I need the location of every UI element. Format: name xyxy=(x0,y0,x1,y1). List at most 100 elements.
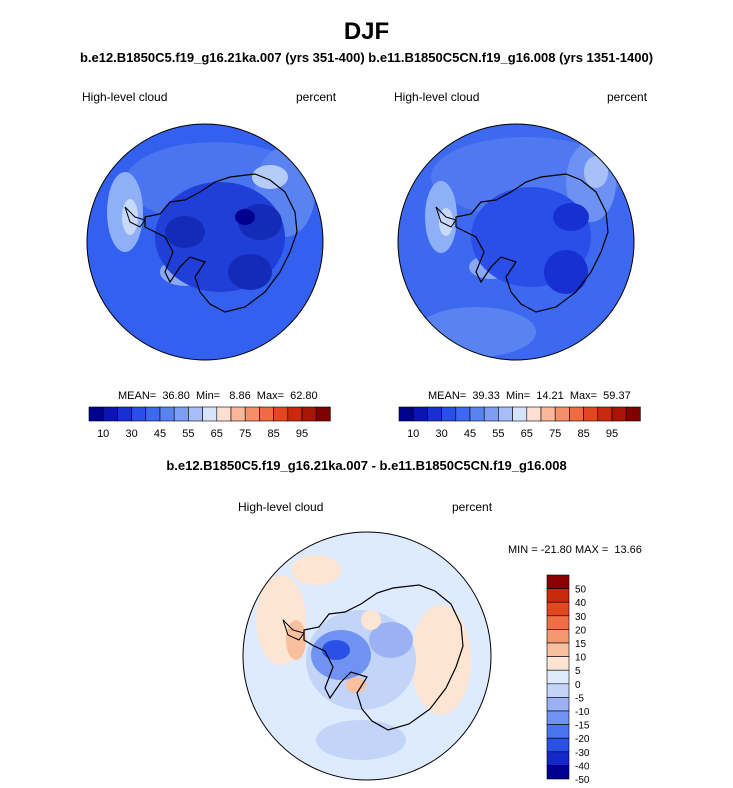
panel3-map xyxy=(242,531,492,781)
panel2-colorbar-swatch xyxy=(441,406,457,422)
panel2-map-border xyxy=(397,123,635,361)
panel1-colorbar-swatch xyxy=(88,406,104,422)
panel3-colorbar-tick-label: -10 xyxy=(575,707,590,718)
panel1-colorbar-swatch xyxy=(117,406,132,422)
panel1-units-label: percent xyxy=(296,90,337,104)
panel3-colorbar-tick-label: 30 xyxy=(575,612,587,623)
panel3-colorbar-tick-label: 50 xyxy=(575,585,587,596)
panel1-colorbar-tick-label: 95 xyxy=(296,428,308,440)
panel3-colorbar-swatch xyxy=(546,697,570,712)
panel3-colorbar-tick-label: -5 xyxy=(575,693,584,704)
panel3-colorbar-swatch xyxy=(546,642,570,657)
panel2-colorbar-tick-label: 55 xyxy=(492,428,504,440)
panel1-colorbar-tick-label: 30 xyxy=(125,428,137,440)
panel2-colorbar-tick-label: 10 xyxy=(407,428,419,440)
panel3-colorbar-swatch xyxy=(546,683,570,698)
panel1-colorbar-swatch xyxy=(287,406,303,422)
panel1-colorbar-swatch xyxy=(202,406,218,422)
panel2-colorbar-tick-label: 75 xyxy=(549,428,561,440)
panel1-colorbar-swatch xyxy=(131,406,147,422)
panel3-colorbar-swatch xyxy=(546,724,570,739)
panel1-map-border xyxy=(86,123,324,361)
panel3-colorbar-swatch xyxy=(546,588,570,603)
panel2-colorbar-swatch xyxy=(625,406,641,422)
panel3-colorbar-swatch xyxy=(546,629,570,644)
panel1-colorbar-tick-label: 45 xyxy=(154,428,166,440)
panel1-colorbar-tick-label: 65 xyxy=(211,428,223,440)
panel2-colorbar-tick-label: 65 xyxy=(521,428,533,440)
panel3-colorbar-swatch xyxy=(546,737,570,753)
panel3-colorbar-swatch xyxy=(546,656,570,671)
panel2-colorbar-swatch xyxy=(611,406,627,422)
panel3-variable-label: High-level cloud xyxy=(238,500,324,514)
panel3-colorbar-tick-label: -15 xyxy=(575,721,590,732)
panel3-colorbar-swatch xyxy=(546,601,570,617)
panel3-colorbar-tick-label: 5 xyxy=(575,666,581,677)
panel1-map xyxy=(86,123,324,361)
panel1-colorbar-swatch xyxy=(188,406,203,422)
panel2-colorbar-swatch xyxy=(526,406,542,422)
panel2-map xyxy=(397,123,635,361)
figure-subtitle: b.e12.B1850C5.f19_g16.21ka.007 (yrs 351-… xyxy=(79,50,654,65)
panel3-colorbar-swatch xyxy=(546,765,570,780)
panel1-colorbar: 10 30 45 55 65 75 85 95 xyxy=(88,406,331,440)
panel1-colorbar-swatch xyxy=(102,406,118,422)
panel1-variable-label: High-level cloud xyxy=(82,90,168,104)
panel1-colorbar-tick-label: 55 xyxy=(182,428,194,440)
panel2-colorbar-swatch xyxy=(569,406,584,422)
panel3-colorbar-tick-label: -30 xyxy=(575,748,590,759)
panel2-colorbar-swatch xyxy=(427,406,442,422)
panel3-colorbar-tick-label: -20 xyxy=(575,734,590,745)
panel3-colorbar-tick-label: 40 xyxy=(575,598,587,609)
panel2-colorbar-swatch xyxy=(483,406,499,422)
panel1-colorbar-swatch xyxy=(273,406,289,422)
panel3-map-border xyxy=(242,531,492,781)
panel1-colorbar-swatch xyxy=(259,406,274,422)
panel1-stats: MEAN= 36.80 Min= 8.86 Max= 62.80 xyxy=(118,390,318,402)
panel2-colorbar-swatch xyxy=(398,406,414,422)
panel2-colorbar-swatch xyxy=(597,406,613,422)
panel2-colorbar-swatch xyxy=(455,406,471,422)
panel3-antarctica-coastline xyxy=(303,584,464,731)
panel2-colorbar-tick-label: 85 xyxy=(577,428,589,440)
panel3-colorbar-tick-label: 15 xyxy=(575,639,587,650)
panel3-colorbar-tick-label: 20 xyxy=(575,625,587,636)
panel1-colorbar-swatch xyxy=(173,406,189,422)
panel2-colorbar-swatch xyxy=(498,406,513,422)
panel3-colorbar-swatch xyxy=(546,574,570,589)
panel1-colorbar-swatch xyxy=(216,406,232,422)
panel3-colorbar-swatch xyxy=(546,710,570,725)
panel1-antarctica-coastline xyxy=(144,173,298,313)
panel2-units-label: percent xyxy=(607,90,648,104)
panel3-colorbar-tick-label: -40 xyxy=(575,761,590,772)
panel2-colorbar-swatch xyxy=(469,406,485,422)
panel1-colorbar-swatch xyxy=(301,406,317,422)
panel3-colorbar-swatch xyxy=(546,615,570,630)
panel2-colorbar-swatch xyxy=(512,406,528,422)
figure-title: DJF xyxy=(343,18,390,45)
panel3-colorbar-tick-label: 0 xyxy=(575,680,581,691)
panel2-variable-label: High-level cloud xyxy=(394,90,480,104)
panel2-colorbar-tick-label: 30 xyxy=(435,428,447,440)
panel2-colorbar-tick-label: 95 xyxy=(606,428,618,440)
panel2-colorbar: 10 30 45 55 65 75 85 95 xyxy=(398,406,641,440)
panel3-colorbar-swatch xyxy=(546,669,570,685)
panel3-colorbar-swatch xyxy=(546,751,570,766)
panel2-colorbar-tick-label: 45 xyxy=(464,428,476,440)
panel2-colorbar-swatch xyxy=(412,406,428,422)
panel1-colorbar-tick-label: 85 xyxy=(267,428,279,440)
panel1-colorbar-swatch xyxy=(159,406,175,422)
panel2-colorbar-swatch xyxy=(554,406,570,422)
panel2-antarctica-coastline xyxy=(455,173,609,313)
panel1-colorbar-swatch xyxy=(315,406,331,422)
panel2-colorbar-swatch xyxy=(583,406,599,422)
panel1-colorbar-swatch xyxy=(244,406,260,422)
panel1-colorbar-tick-label: 10 xyxy=(97,428,109,440)
panel1-colorbar-swatch xyxy=(230,406,246,422)
panel1-colorbar-tick-label: 75 xyxy=(239,428,251,440)
panel3-stats: MIN = -21.80 MAX = 13.66 xyxy=(508,544,642,556)
panel3-colorbar-tick-label: -50 xyxy=(575,775,590,786)
panel3-colorbar-tick-label: 10 xyxy=(575,653,587,664)
panel1-colorbar-swatch xyxy=(145,406,161,422)
